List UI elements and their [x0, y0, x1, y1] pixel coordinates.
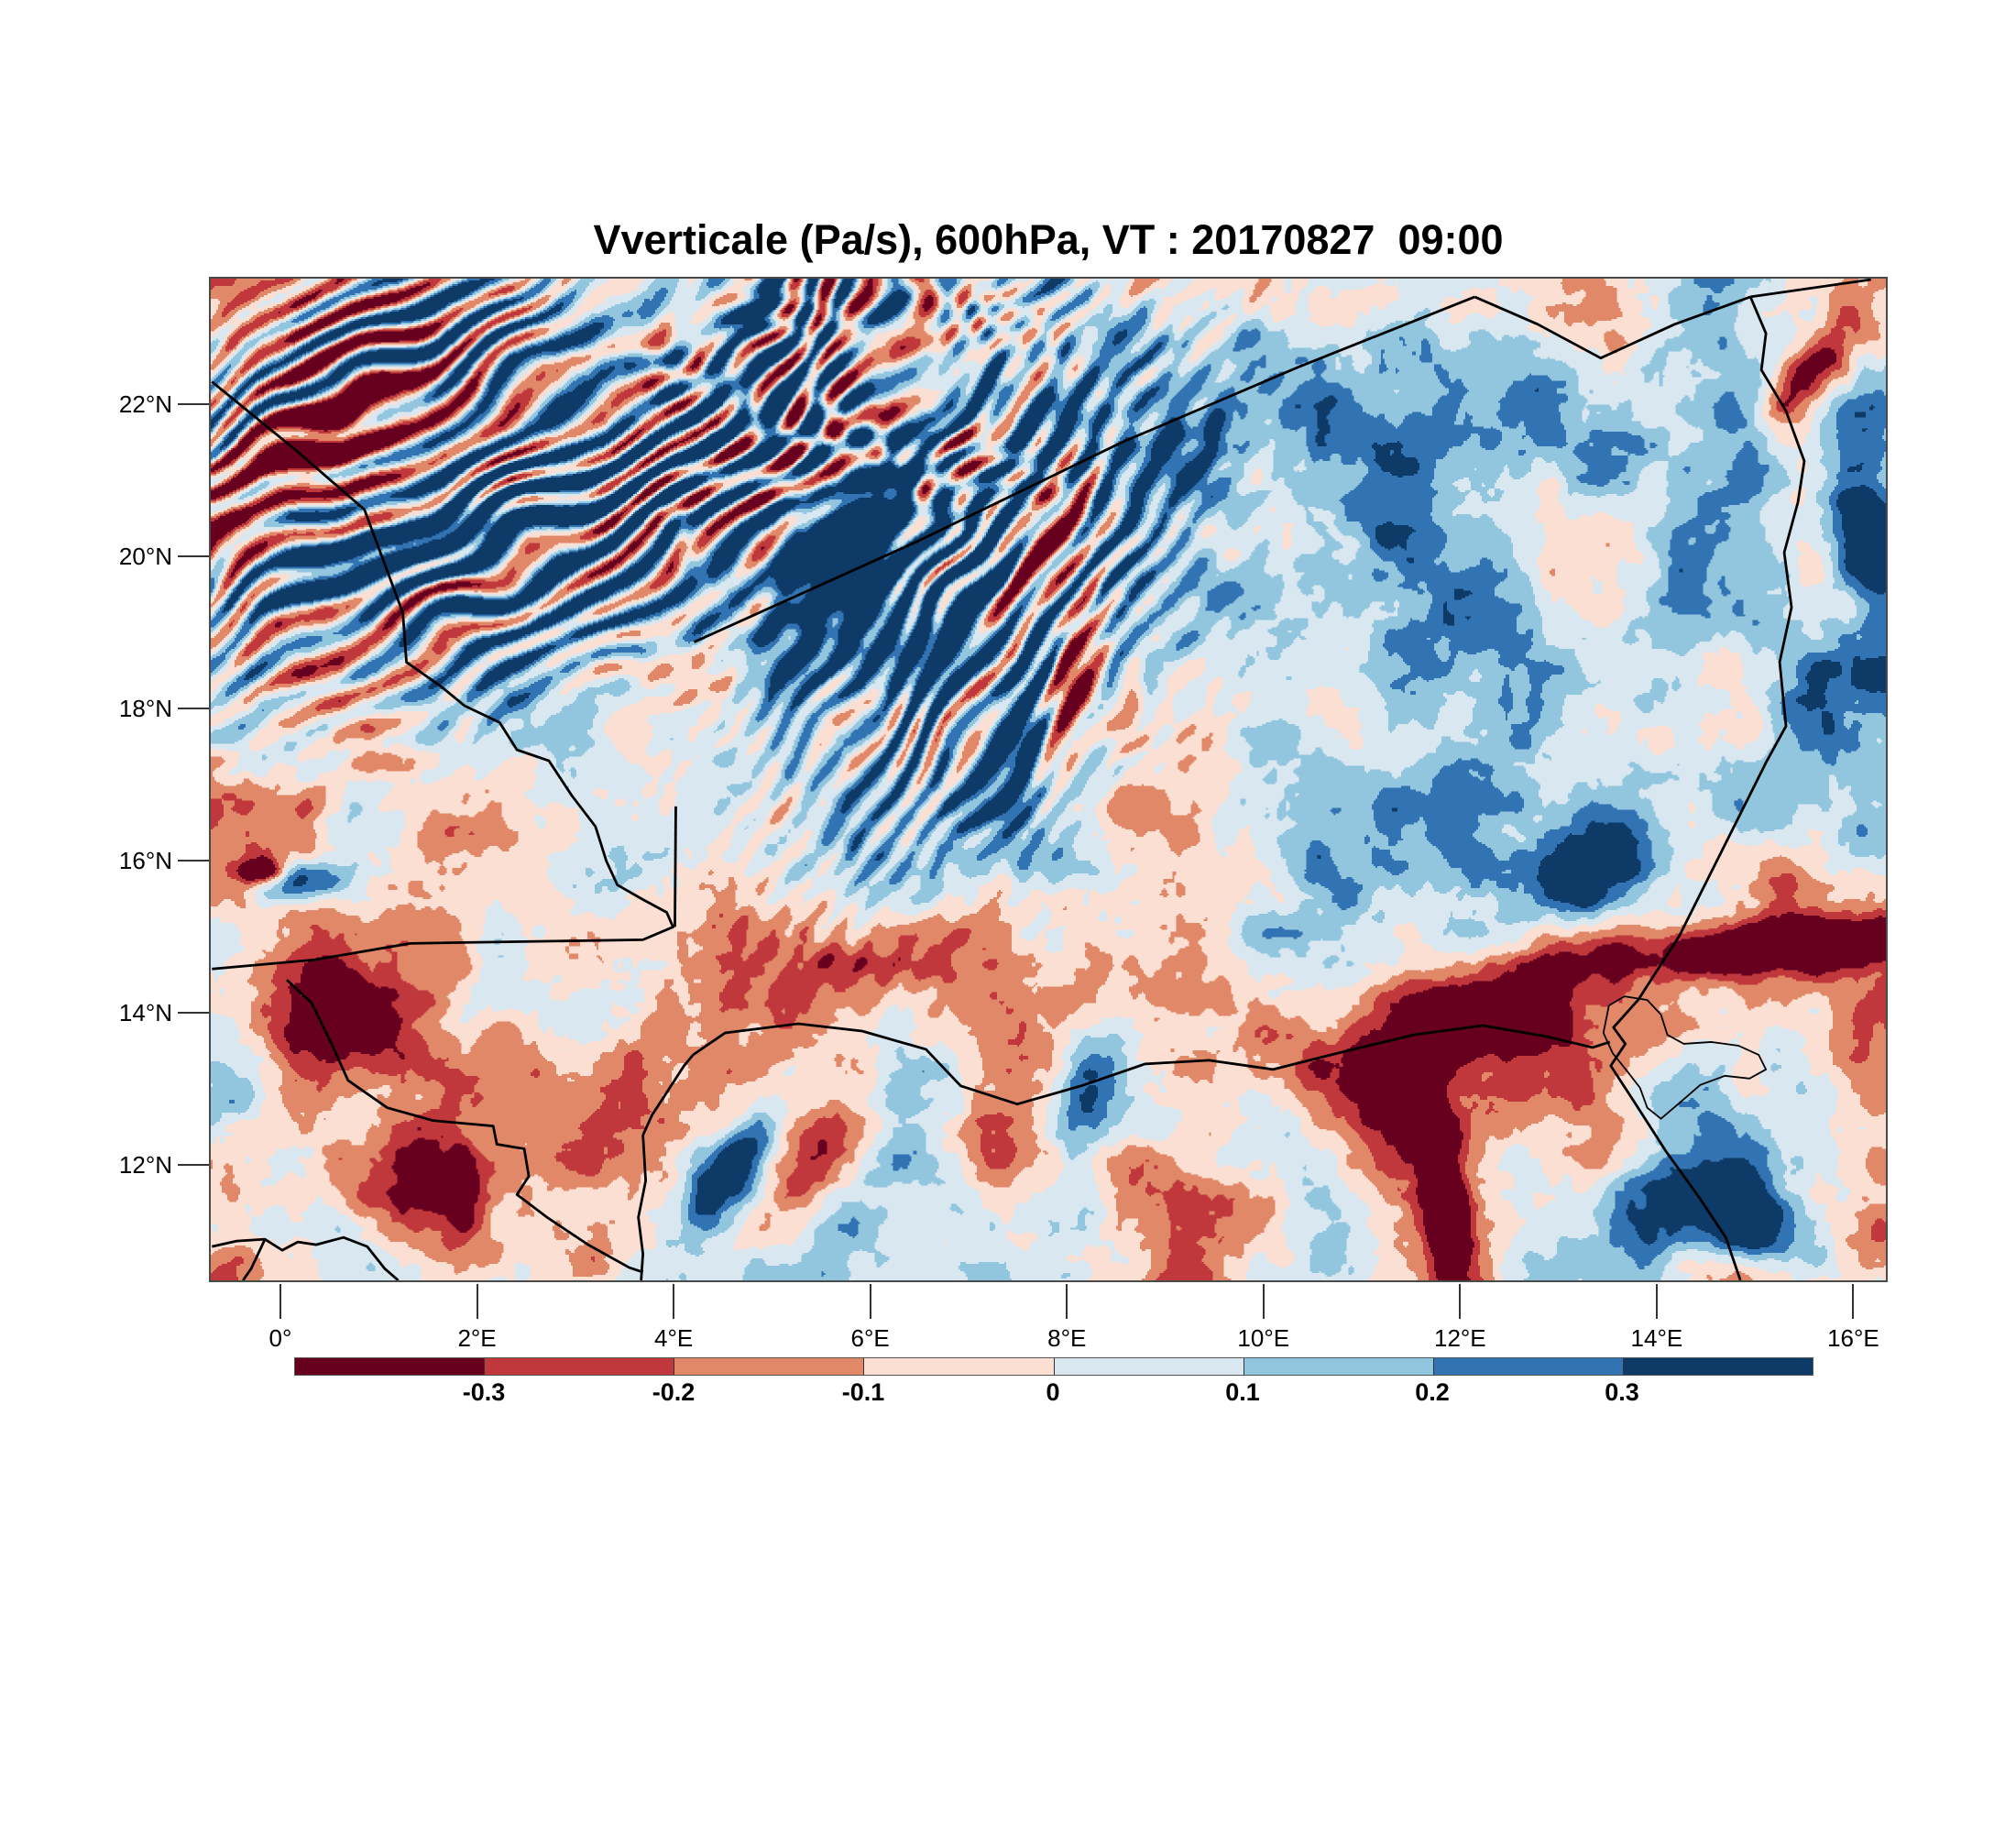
- country-border: [211, 380, 404, 614]
- y-tick-label: 20°N: [118, 542, 172, 570]
- colorbar-tick-label: -0.3: [462, 1378, 506, 1406]
- x-tick-label: 6°E: [850, 1324, 890, 1352]
- y-tick-line: [178, 554, 209, 557]
- y-tick-label: 14°N: [118, 999, 172, 1027]
- plot-title: Vverticale (Pa/s), 600hPa, VT : 20170827…: [593, 216, 1504, 263]
- vertical-velocity-field: [211, 279, 1886, 1280]
- y-tick-line: [178, 1012, 209, 1015]
- country-border: [674, 806, 677, 927]
- colorbar-tick-label: -0.1: [841, 1378, 885, 1406]
- country-border: [286, 979, 644, 1274]
- colorbar-segment: [863, 1358, 1054, 1375]
- country-border: [1609, 296, 1806, 1280]
- country-border: [637, 1054, 695, 1280]
- y-tick-label: 12°N: [118, 1151, 172, 1180]
- country-border: [212, 1235, 400, 1280]
- colorbar-segment: [1053, 1358, 1244, 1375]
- y-tick-label: 16°N: [118, 846, 172, 874]
- country-border: [692, 1022, 1611, 1106]
- country-border: [1749, 279, 1871, 299]
- country-border: [693, 295, 1475, 643]
- x-tick-label: 8°E: [1047, 1324, 1087, 1352]
- y-tick-label: 18°N: [118, 694, 172, 722]
- country-border: [1474, 295, 1751, 360]
- x-tick-line: [1459, 1284, 1462, 1319]
- x-tick-line: [279, 1284, 281, 1319]
- lake-chad-outline: [1602, 995, 1768, 1120]
- colorbar-segment: [674, 1358, 864, 1375]
- x-tick-line: [1066, 1284, 1068, 1319]
- x-tick-label: 10°E: [1237, 1324, 1290, 1352]
- colorbar-segment: [1243, 1358, 1433, 1375]
- colorbar-segment: [484, 1358, 674, 1375]
- colorbar-tick-label: 0.3: [1605, 1378, 1639, 1406]
- y-tick-line: [178, 1164, 209, 1167]
- map-plot: [209, 277, 1888, 1282]
- x-tick-label: 12°E: [1433, 1324, 1486, 1352]
- colorbar-tick-label: -0.2: [652, 1378, 696, 1406]
- y-tick-label: 22°N: [118, 390, 172, 418]
- y-tick-line: [178, 402, 209, 405]
- x-tick-line: [1655, 1284, 1658, 1319]
- country-border: [212, 612, 674, 971]
- x-tick-line: [673, 1284, 675, 1319]
- country-borders-layer: [211, 279, 1871, 1280]
- x-tick-label: 14°E: [1630, 1324, 1683, 1352]
- colorbar-segment: [1432, 1358, 1623, 1375]
- country-border: [242, 1238, 267, 1280]
- y-tick-line: [178, 707, 209, 709]
- colorbar-segment: [1622, 1358, 1813, 1375]
- colorbar-tick-label: 0: [1046, 1378, 1060, 1406]
- colorbar-tick-label: 0.1: [1225, 1378, 1260, 1406]
- x-tick-line: [476, 1284, 478, 1319]
- colorbar: [294, 1357, 1813, 1376]
- colorbar-segment: [295, 1358, 485, 1375]
- x-tick-line: [1262, 1284, 1265, 1319]
- colorbar-tick-label: 0.2: [1415, 1378, 1450, 1406]
- x-tick-line: [1852, 1284, 1855, 1319]
- x-tick-label: 2°E: [457, 1324, 497, 1352]
- x-tick-label: 0°: [268, 1324, 292, 1352]
- y-tick-line: [178, 859, 209, 862]
- x-tick-label: 16°E: [1827, 1324, 1879, 1352]
- x-tick-label: 4°E: [653, 1324, 694, 1352]
- x-tick-line: [869, 1284, 871, 1319]
